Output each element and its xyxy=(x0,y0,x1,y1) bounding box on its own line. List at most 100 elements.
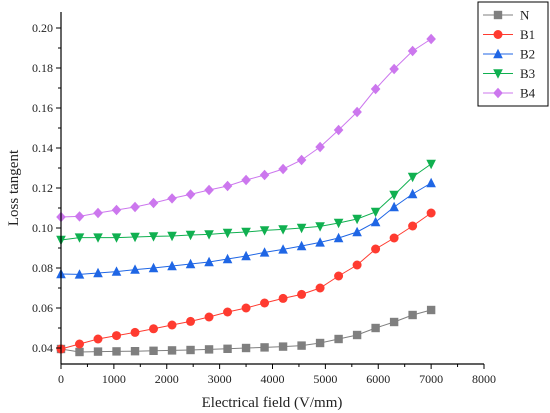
data-point-b4 xyxy=(148,197,159,209)
y-ticks: 0.04 0.06 0.08 0.10 0.12 0.14 0.16 0.18 0.20 xyxy=(32,21,61,355)
legend-label-b3: B3 xyxy=(520,66,535,81)
y-tick-label: 0.14 xyxy=(32,141,53,155)
data-point-n xyxy=(167,346,177,355)
legend-label-b1: B1 xyxy=(520,27,535,42)
data-point-b3 xyxy=(185,230,196,241)
data-point-b4 xyxy=(130,201,140,213)
data-point-b1 xyxy=(204,312,214,322)
legend-item-b1: B1 xyxy=(483,27,535,42)
legend-item-b2: B2 xyxy=(483,47,535,62)
series-layer xyxy=(56,33,436,357)
data-point-b4 xyxy=(389,63,399,75)
data-point-n xyxy=(352,330,362,340)
y-tick-label: 0.10 xyxy=(32,221,53,235)
data-point-b1 xyxy=(241,303,251,313)
x-tick-label: 6000 xyxy=(366,372,390,386)
data-point-b2 xyxy=(111,266,122,276)
data-point-b2 xyxy=(167,260,177,271)
data-point-b4 xyxy=(74,211,85,222)
data-point-b2 xyxy=(204,256,214,267)
data-point-b2 xyxy=(130,264,140,274)
legend-items: N B1 B2 B3 B4 xyxy=(483,8,536,101)
data-point-b4 xyxy=(370,83,381,95)
data-point-b1 xyxy=(389,233,399,243)
data-point-b4 xyxy=(93,207,103,219)
data-point-b4 xyxy=(111,204,122,216)
data-point-b3 xyxy=(148,232,159,242)
data-point-n xyxy=(186,345,195,355)
data-point-n xyxy=(426,305,436,315)
data-point-b1 xyxy=(112,331,122,341)
data-point-b3 xyxy=(315,222,325,232)
data-point-b4 xyxy=(278,163,288,175)
data-point-b2 xyxy=(185,258,196,269)
data-point-b3 xyxy=(278,225,288,235)
axes-layer: 0 1000 2000 3000 4000 5000 6000 7000 8000 0.040.… xyxy=(6,12,496,411)
data-point-b2 xyxy=(148,262,159,273)
legend-marker-b2 xyxy=(493,48,503,59)
series-line-b4 xyxy=(60,38,432,218)
data-point-b2 xyxy=(333,232,344,243)
x-tick-label: 4000 xyxy=(261,372,285,386)
data-point-b3 xyxy=(93,233,103,243)
data-point-b4 xyxy=(352,106,362,118)
data-point-b1 xyxy=(371,244,381,254)
data-point-b1 xyxy=(278,293,288,303)
data-point-b4 xyxy=(259,169,270,181)
data-point-b4 xyxy=(167,193,177,204)
data-point-n xyxy=(241,343,251,353)
legend-marker-b3 xyxy=(493,69,503,79)
data-point-n xyxy=(112,347,121,356)
legend-item-b3: B3 xyxy=(483,66,535,81)
legend-label-n: N xyxy=(520,8,530,23)
x-tick-label: 2000 xyxy=(155,372,179,386)
data-point-b3 xyxy=(130,232,140,243)
data-point-b4 xyxy=(296,154,307,166)
data-point-b2 xyxy=(278,244,288,254)
data-point-n xyxy=(130,347,140,356)
x-tick-label: 8000 xyxy=(472,372,496,386)
data-point-b2 xyxy=(259,247,270,257)
data-point-n xyxy=(297,341,306,350)
data-point-b1 xyxy=(186,316,196,326)
data-point-b2 xyxy=(389,201,399,212)
data-point-b2 xyxy=(426,177,436,188)
data-point-b3 xyxy=(370,207,381,218)
data-point-b1 xyxy=(130,327,140,337)
data-point-b1 xyxy=(260,298,270,308)
x-tick-label: 3000 xyxy=(208,372,232,386)
legend-label-b2: B2 xyxy=(520,47,535,62)
data-point-b3 xyxy=(296,223,307,234)
data-point-b4 xyxy=(426,33,436,45)
x-tick-label: 1000 xyxy=(102,372,126,386)
series-b3 xyxy=(56,159,436,246)
x-ticks: 0 1000 2000 3000 4000 5000 6000 7000 8000 xyxy=(58,364,496,386)
series-n xyxy=(56,305,436,357)
data-point-b2 xyxy=(315,237,325,247)
data-point-b3 xyxy=(407,172,418,183)
series-b1 xyxy=(56,208,436,354)
data-point-b3 xyxy=(389,190,399,201)
data-point-b3 xyxy=(259,226,270,236)
data-point-b1 xyxy=(223,307,233,317)
data-point-b4 xyxy=(241,174,251,186)
data-point-n xyxy=(260,343,269,352)
data-point-b4 xyxy=(204,184,214,196)
data-point-b2 xyxy=(352,226,362,237)
data-point-b3 xyxy=(222,228,233,239)
data-point-b3 xyxy=(111,233,122,243)
data-point-n xyxy=(278,342,288,351)
data-point-n xyxy=(223,344,232,353)
data-point-b3 xyxy=(333,218,344,229)
legend-label-b4: B4 xyxy=(520,86,536,101)
data-point-n xyxy=(371,323,380,333)
data-point-n xyxy=(149,346,158,355)
data-point-n xyxy=(315,338,325,348)
data-point-b3 xyxy=(74,233,85,243)
data-point-b4 xyxy=(222,180,233,192)
data-point-b4 xyxy=(407,45,418,57)
data-point-b2 xyxy=(74,269,85,279)
data-point-n xyxy=(334,334,343,344)
data-point-b2 xyxy=(407,188,418,199)
x-tick-label: 5000 xyxy=(313,372,337,386)
